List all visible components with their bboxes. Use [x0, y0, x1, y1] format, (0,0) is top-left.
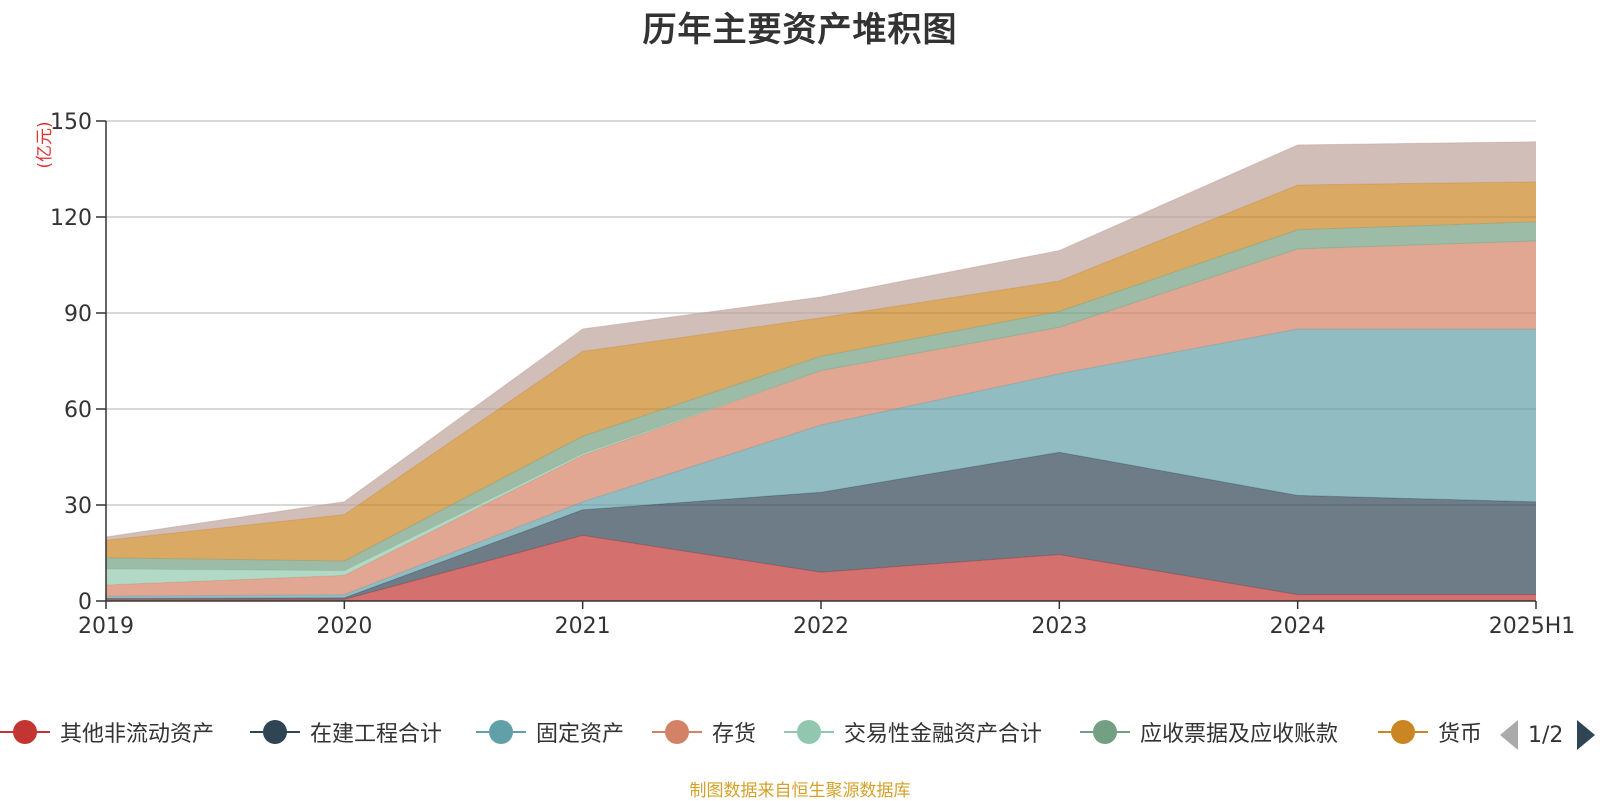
- y-tick-label: 0: [78, 590, 92, 615]
- legend-item[interactable]: 货币: [1378, 712, 1482, 752]
- y-tick-label: 90: [64, 302, 92, 327]
- y-tick-label: 120: [50, 206, 92, 231]
- x-tick-label: 2025H1: [1489, 614, 1576, 639]
- area-series-0: [106, 535, 1536, 601]
- area-series-3: [106, 241, 1536, 597]
- legend-label: 应收票据及应收账款: [1140, 722, 1339, 747]
- legend-marker-icon: [652, 717, 702, 747]
- legend-item[interactable]: 应收票据及应收账款: [1080, 712, 1338, 752]
- legend-next-page-icon[interactable]: [1577, 720, 1596, 750]
- x-tick-label: 2023: [1031, 614, 1087, 639]
- legend-marker-icon: [1080, 717, 1130, 747]
- legend-label: 在建工程合计: [310, 722, 443, 747]
- x-tick-label: 2024: [1270, 614, 1326, 639]
- y-tick-label: 30: [64, 494, 92, 519]
- x-tick-label: 2021: [555, 614, 611, 639]
- legend-label: 固定资产: [536, 722, 625, 747]
- data-source-note: 制图数据来自恒生聚源数据库: [689, 781, 911, 801]
- legend-marker-icon: [476, 717, 526, 747]
- area-series-edge-7: [105, 141, 1537, 538]
- legend-label: 存货: [712, 722, 757, 747]
- y-axis-unit-label: (亿元): [35, 121, 55, 168]
- legend-marker-icon: [1378, 717, 1428, 747]
- legend-item[interactable]: 其他非流动资产: [0, 712, 214, 752]
- x-tick-label: 2022: [793, 614, 849, 639]
- area-series-7: [106, 141, 1536, 541]
- x-tick-label: 2019: [78, 614, 134, 639]
- legend-prev-page-icon[interactable]: [1500, 720, 1518, 750]
- legend-marker-icon: [0, 717, 50, 747]
- legend-label: 交易性金融资产合计: [844, 722, 1043, 747]
- legend-item[interactable]: 在建工程合计: [250, 712, 442, 752]
- area-series-6: [106, 181, 1536, 562]
- legend-marker-icon: [784, 717, 834, 747]
- legend-item[interactable]: 交易性金融资产合计: [784, 712, 1042, 752]
- area-series-1: [106, 452, 1536, 600]
- area-series-2: [106, 329, 1536, 599]
- legend-marker-icon: [250, 717, 300, 747]
- legend-page-indicator: 1/2: [1528, 722, 1564, 748]
- legend-label: 货币: [1438, 722, 1483, 747]
- x-tick-label: 2020: [316, 614, 372, 639]
- legend: 其他非流动资产 在建工程合计 固定资产 存货 交易性金融资产合计 应收票据及应收账款 货币: [0, 712, 1600, 752]
- legend-item[interactable]: 存货: [652, 712, 756, 752]
- y-tick-label: 60: [64, 398, 92, 423]
- legend-pager: 1/2: [1500, 718, 1596, 752]
- y-tick-label: 150: [50, 110, 92, 135]
- legend-label: 其他非流动资产: [60, 722, 215, 747]
- chart-title: 历年主要资产堆积图: [642, 10, 958, 50]
- legend-item[interactable]: 固定资产: [476, 712, 624, 752]
